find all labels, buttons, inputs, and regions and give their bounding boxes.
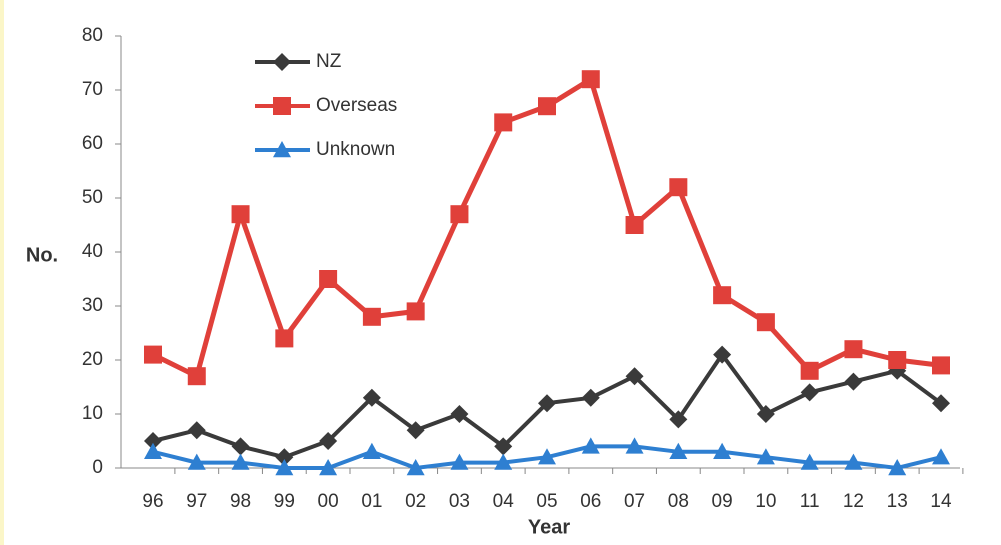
marker (231, 453, 250, 470)
marker (800, 361, 819, 380)
marker (756, 448, 775, 465)
y-tick-label: 70 (82, 79, 103, 100)
series-line (151, 75, 942, 380)
x-tick-label: 11 (800, 491, 820, 512)
marker (275, 329, 294, 348)
legend-label: Unknown (316, 139, 395, 160)
marker (362, 442, 381, 459)
marker (144, 432, 162, 450)
marker (538, 394, 556, 413)
x-tick-label: 00 (318, 491, 339, 512)
marker (406, 421, 425, 440)
marker (800, 453, 819, 470)
marker (362, 388, 381, 407)
marker (494, 113, 513, 132)
marker (231, 437, 250, 456)
marker (581, 437, 600, 454)
marker (669, 442, 688, 459)
x-tick-label: 04 (493, 491, 515, 512)
marker (756, 405, 775, 423)
x-tick-label: 07 (624, 491, 645, 512)
marker (625, 367, 644, 386)
y-tick-label: 60 (82, 133, 103, 154)
marker (581, 70, 600, 89)
marker (713, 286, 732, 305)
marker (494, 453, 513, 470)
marker (273, 141, 291, 158)
marker (713, 442, 732, 459)
marker (144, 442, 162, 459)
marker (844, 372, 863, 391)
marker (275, 459, 294, 476)
x-tick-label: 05 (536, 491, 557, 512)
marker (538, 97, 556, 116)
marker (144, 345, 162, 364)
marker (450, 205, 469, 224)
marker (713, 345, 732, 364)
y-tick-label: 0 (92, 457, 103, 478)
marker (888, 351, 907, 369)
marker (494, 437, 513, 456)
y-tick-label: 10 (82, 403, 103, 424)
y-tick-label: 20 (82, 349, 103, 370)
marker (406, 302, 425, 321)
legend-label: NZ (316, 51, 342, 72)
x-tick-label: 13 (887, 491, 908, 512)
marker (187, 421, 206, 440)
x-tick-label: 09 (712, 491, 733, 512)
x-tick-label: 08 (668, 491, 689, 512)
x-tick-label: 97 (186, 491, 207, 512)
y-tick-label: 30 (82, 295, 103, 316)
marker (932, 394, 950, 413)
marker (362, 307, 381, 326)
x-tick-label: 99 (274, 491, 295, 512)
marker (669, 410, 688, 429)
x-tick-label: 14 (930, 491, 952, 512)
marker (273, 53, 291, 71)
marker (844, 340, 863, 359)
marker (450, 405, 469, 423)
marker (844, 453, 863, 470)
marker (273, 97, 291, 115)
x-tick-label: 03 (449, 491, 470, 512)
y-tick-label: 50 (82, 187, 103, 208)
marker (581, 388, 600, 407)
x-tick-label: 12 (843, 491, 864, 512)
marker (625, 437, 644, 454)
y-tick-label: 80 (82, 25, 103, 46)
x-tick-label: 96 (142, 491, 163, 512)
marker (275, 448, 294, 467)
y-axis-label: No. (26, 244, 58, 266)
marker (319, 432, 338, 450)
marker (406, 459, 425, 476)
marker (319, 459, 338, 476)
marker (932, 356, 950, 375)
x-axis-label: Year (528, 516, 570, 538)
marker (231, 205, 250, 224)
edge (0, 0, 4, 545)
marker (756, 313, 775, 332)
marker (538, 448, 556, 465)
marker (888, 459, 907, 476)
y-tick-label: 40 (82, 241, 103, 262)
x-tick-label: 10 (755, 491, 776, 512)
legend-label: Overseas (316, 95, 397, 116)
x-tick-label: 06 (580, 491, 601, 512)
marker (669, 178, 688, 197)
marker (187, 367, 206, 386)
marker (319, 270, 338, 288)
x-tick-label: 02 (405, 491, 426, 512)
x-tick-label: 01 (361, 491, 382, 512)
marker (187, 453, 206, 470)
marker (800, 383, 819, 402)
x-tick-label: 98 (230, 491, 251, 512)
marker (450, 453, 469, 470)
marker (932, 448, 950, 465)
marker (625, 216, 644, 234)
